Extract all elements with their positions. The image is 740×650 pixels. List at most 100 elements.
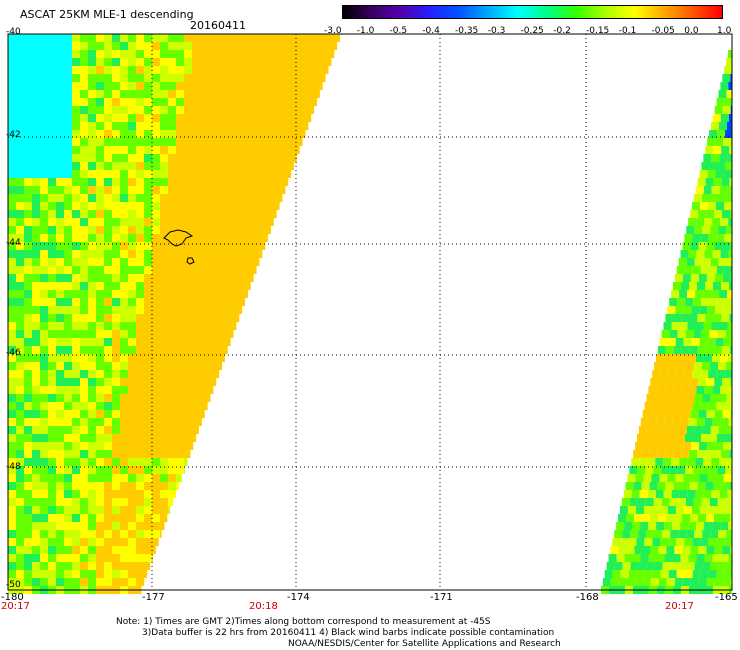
swath-cell [691,474,700,482]
swath-cell [336,34,340,42]
swath-cell [272,170,280,178]
swath-cell [72,274,80,282]
swath-cell [40,370,48,378]
swath-cell [264,154,272,162]
swath-cell [152,210,160,218]
swath-cell [184,402,192,410]
swath-cell [688,386,697,394]
swath-cell [272,146,280,154]
swath-cell [655,458,664,466]
swath-cell [40,234,48,242]
swath-cell [176,106,184,114]
swath-cell [144,218,152,226]
swath-cell [40,394,48,402]
swath-cell [232,66,240,74]
swath-cell [703,154,712,162]
swath-cell [88,274,96,282]
swath-cell [136,74,144,82]
lat-label: -42 [6,130,21,140]
swath-cell [200,250,208,258]
swath-cell [112,202,120,210]
swath-cell [64,490,72,498]
swath-cell [56,74,64,82]
swath-cell [128,290,136,298]
swath-cell [719,186,728,194]
swath-cell [675,306,684,314]
swath-cell [88,514,96,522]
swath-cell [120,122,128,130]
swath-cell [32,138,40,146]
swath-cell [725,162,732,170]
swath-cell [128,154,136,162]
swath-cell [32,506,40,514]
swath-cell [160,106,168,114]
swath-cell [24,298,32,306]
swath-cell [184,362,192,370]
swath-cell [665,482,674,490]
swath-cell [136,298,144,306]
swath-cell [627,506,636,514]
swath-cell [700,570,709,578]
swath-cell [120,74,128,82]
swath-cell [216,314,224,322]
swath-cell [8,82,16,90]
swath-cell [634,514,643,522]
swath-cell [640,418,649,426]
swath-cell [264,34,272,42]
swath-cell [690,410,699,418]
swath-cell [144,274,152,282]
swath-cell [248,138,256,146]
swath-cell [168,474,176,482]
swath-cell [144,434,152,442]
swath-cell [96,570,104,578]
swath-cell [152,74,160,82]
swath-cell [312,34,320,42]
swath-cell [678,426,687,434]
swath-cell [697,314,706,322]
swath-cell [633,450,642,458]
swath-cell [224,162,232,170]
swath-cell [16,354,24,362]
swath-cell [80,194,88,202]
swath-cell [120,530,128,538]
swath-cell [136,402,144,410]
swath-cell [665,314,674,322]
swath-cell [248,106,256,114]
swath-cell [718,530,727,538]
swath-cell [88,194,96,202]
swath-cell [160,50,168,58]
swath-cell [168,290,176,298]
swath-cell [168,58,176,66]
swath-cell [612,538,621,546]
swath-cell [208,114,216,122]
swath-cell [88,466,96,474]
swath-cell [160,274,168,282]
swath-cell [208,362,216,370]
swath-cell [224,130,232,138]
swath-cell [104,34,112,42]
swath-cell [112,466,120,474]
swath-cell [32,290,40,298]
swath-cell [724,266,732,274]
swath-cell [692,538,701,546]
swath-cell [96,250,104,258]
swath-cell [679,458,688,466]
swath-cell [120,170,128,178]
swath-cell [128,378,136,386]
swath-cell [40,282,48,290]
swath-cell [72,226,80,234]
swath-cell [128,346,136,354]
swath-cell [724,434,732,442]
lon-label: -180 [1,592,24,603]
swath-cell [168,42,176,50]
swath-cell [679,354,688,362]
swath-cell [708,370,717,378]
swath-cell [40,458,48,466]
plot-frame [7,33,733,591]
swath-cell [184,274,192,282]
swath-cell [176,458,184,466]
swath-cell [654,394,663,402]
swath-cell [654,426,663,434]
swath-cell [136,578,144,586]
swath-cell [104,498,112,506]
